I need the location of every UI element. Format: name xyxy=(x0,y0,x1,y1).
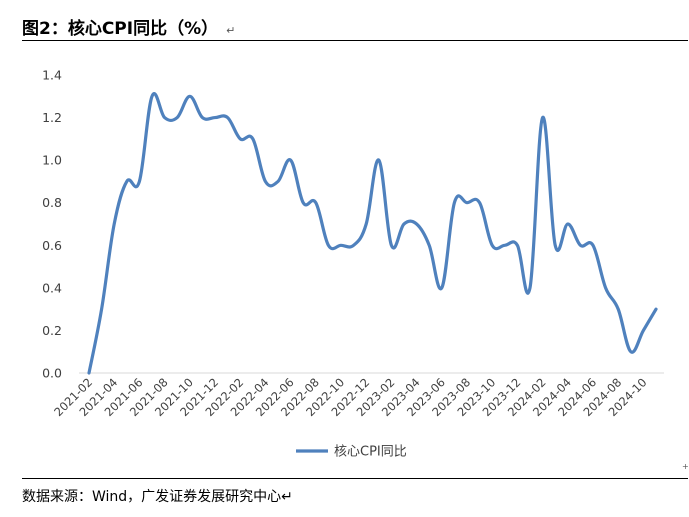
y-tick-label: 1.4 xyxy=(42,68,62,83)
x-axis: 2021-022021-042021-062021-082021-102021-… xyxy=(51,372,664,419)
figure-title-text: 图2：核心CPI同比（%） xyxy=(22,19,219,39)
corner-mark: + xyxy=(682,462,689,471)
title-rule xyxy=(22,40,688,41)
y-tick-label: 1.2 xyxy=(42,110,62,125)
y-tick-label: 0.0 xyxy=(42,366,62,381)
legend-label: 核心CPI同比 xyxy=(334,445,407,460)
core-cpi-chart: 0.0 0.2 0.4 0.6 0.8 1.0 1.2 1.4 2021-022021-042… xyxy=(42,68,664,460)
y-axis: 0.0 0.2 0.4 0.6 0.8 1.0 1.2 1.4 xyxy=(42,68,62,381)
series-line xyxy=(87,92,658,375)
y-tick-label: 0.6 xyxy=(42,238,62,253)
return-mark: ↵ xyxy=(226,24,236,37)
y-tick-label: 1.0 xyxy=(42,153,62,168)
legend: 核心CPI同比 xyxy=(296,445,407,460)
series-layer xyxy=(87,92,658,375)
y-tick-label: 0.4 xyxy=(42,280,62,295)
source-rule xyxy=(22,478,688,479)
y-tick-label: 0.8 xyxy=(42,195,62,210)
y-tick-label: 0.2 xyxy=(42,323,62,338)
figure-title: 图2：核心CPI同比（%） ↵ xyxy=(22,14,235,39)
source-note: 数据来源：Wind，广发证券发展研究中心↵ xyxy=(22,489,293,505)
